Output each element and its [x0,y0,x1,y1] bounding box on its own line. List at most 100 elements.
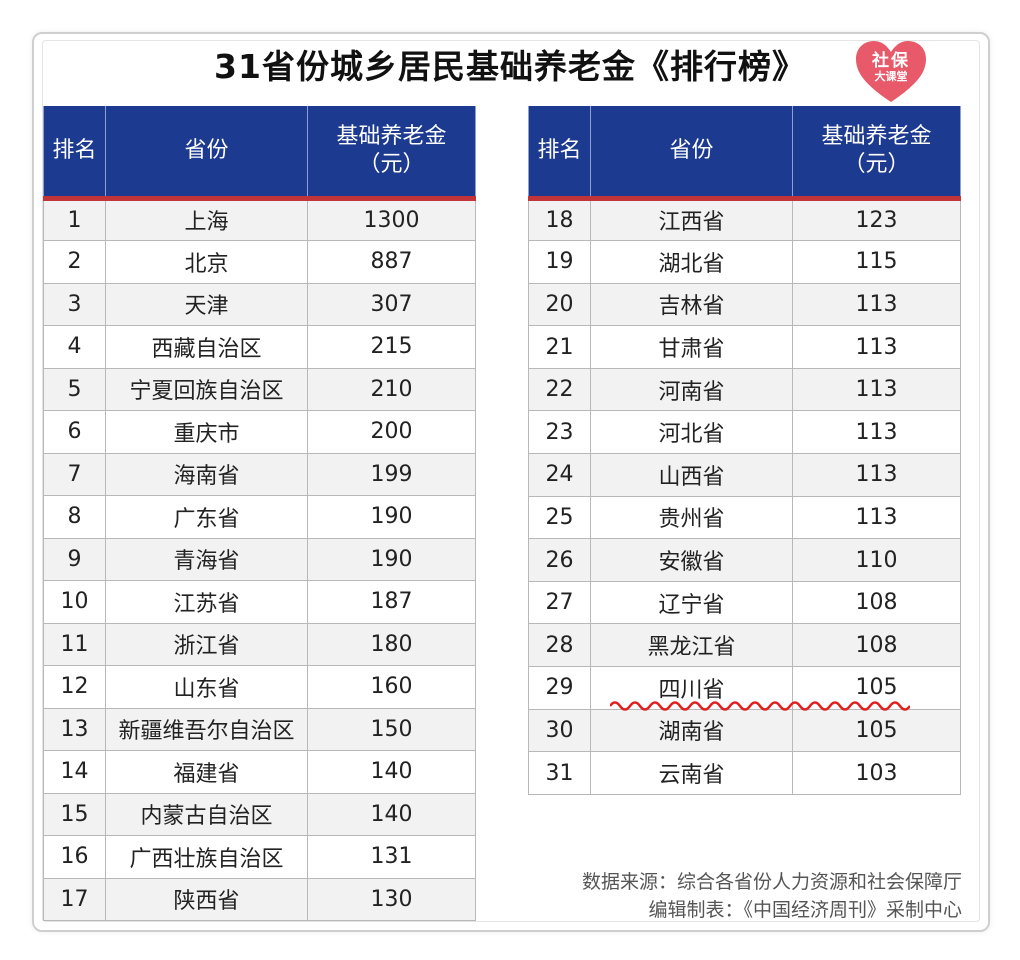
amount-cell: 105 [792,708,961,753]
province-cell: 山东省 [105,665,308,709]
rank-cell: 4 [43,325,106,369]
amount-cell: 1300 [307,197,476,241]
rank-cell: 7 [43,452,106,496]
province-cell: 海南省 [105,452,308,496]
province-cell: 吉林省 [590,282,793,327]
rank-cell: 27 [528,580,591,625]
province-cell: 浙江省 [105,622,308,666]
province-cell: 黑龙江省 [590,623,793,668]
amount-cell: 200 [307,410,476,454]
amount-cell: 140 [307,750,476,794]
page-title: 31省份城乡居民基础养老金《排行榜》 [214,47,806,86]
table-row: 11 浙江省 180 [43,622,476,666]
rank-cell: 12 [43,665,106,709]
ranking-table-left: 排名 省份 基础养老金 （元） 1 上海 1300 2 北京 887 3 天津 307 4 西藏自治区… [43,106,476,921]
table-row: 19 湖北省 115 [528,240,961,284]
rank-cell: 1 [43,197,106,241]
province-cell: 河北省 [590,410,793,455]
table-row: 24 山西省 113 [528,453,961,497]
amount-cell: 307 [307,282,476,326]
table-row: 26 安徽省 110 [528,538,961,582]
rank-cell: 3 [43,282,106,326]
logo-text-sub: 大课堂 [874,70,908,83]
amount-cell: 215 [307,325,476,369]
header-rank: 排名 [43,106,106,201]
province-cell: 云南省 [590,751,793,795]
amount-cell: 113 [792,282,961,327]
rank-cell: 6 [43,410,106,454]
source-line-1: 数据来源：综合各省份人力资源和社会保障厅 [581,871,962,893]
rank-cell: 11 [43,622,106,666]
amount-cell: 113 [792,325,961,369]
province-cell: 江苏省 [105,580,308,624]
rank-cell: 26 [528,538,591,582]
amount-cell: 113 [792,453,961,497]
rank-cell: 16 [43,835,106,879]
table-row: 18 江西省 123 [528,197,961,242]
rank-cell: 31 [528,751,591,795]
rank-cell: 5 [43,367,106,411]
table-row: 31 云南省 103 [528,751,961,795]
table-row: 9 青海省 190 [43,537,476,581]
rank-cell: 13 [43,707,106,751]
amount-cell: 131 [307,835,476,879]
rank-cell: 29 [528,666,591,710]
amount-cell: 150 [307,707,476,751]
amount-cell: 130 [307,877,476,921]
province-cell: 辽宁省 [590,580,793,625]
card-inner-border [42,40,980,922]
province-cell: 陕西省 [105,877,308,921]
amount-cell: 140 [307,792,476,836]
amount-cell: 187 [307,580,476,624]
table-row: 22 河南省 113 [528,367,961,412]
table-row: 5 宁夏回族自治区 210 [43,367,476,411]
rank-cell: 30 [528,708,591,753]
data-source-note: 数据来源：综合各省份人力资源和社会保障厅 编辑制表：《中国经济周刊》采制中心 [582,868,962,924]
table-row: 20 吉林省 113 [528,282,961,327]
ranking-table-right: 排名 省份 基础养老金 （元） 18 江西省 123 19 湖北省 115 20 吉林省 113 2… [528,106,961,795]
rank-cell: 25 [528,495,591,540]
province-cell: 河南省 [590,367,793,412]
table-row: 3 天津 307 [43,282,476,326]
header-amount-line2: （元） [358,151,425,177]
province-cell: 湖北省 [590,240,793,284]
header-amount-line2: （元） [843,151,910,177]
rank-cell: 2 [43,240,106,284]
province-cell: 广东省 [105,495,308,539]
highlight-wavy-underline [610,701,910,711]
rank-cell: 20 [528,282,591,327]
amount-cell: 190 [307,495,476,539]
amount-cell: 113 [792,410,961,455]
table-row: 15 内蒙古自治区 140 [43,792,476,836]
table-header-row: 排名 省份 基础养老金 （元） [528,106,961,201]
amount-cell: 103 [792,751,961,795]
shebao-logo: 社保 大课堂 [854,40,928,104]
amount-cell: 108 [792,623,961,668]
header-amount-line1: 基础养老金 [336,123,447,149]
rank-cell: 14 [43,750,106,794]
amount-cell: 113 [792,495,961,540]
province-cell: 广西壮族自治区 [105,835,308,879]
province-cell: 福建省 [105,750,308,794]
table-row: 6 重庆市 200 [43,410,476,454]
heart-icon [856,41,926,102]
province-cell: 甘肃省 [590,325,793,369]
source-line-2: 编辑制表：《中国经济周刊》采制中心 [648,899,962,921]
table-row: 8 广东省 190 [43,495,476,539]
amount-cell: 190 [307,537,476,581]
rank-cell: 17 [43,877,106,921]
amount-cell: 110 [792,538,961,582]
amount-cell: 180 [307,622,476,666]
table-row: 4 西藏自治区 215 [43,325,476,369]
table-row: 2 北京 887 [43,240,476,284]
table-header-row: 排名 省份 基础养老金 （元） [43,106,476,201]
province-cell: 江西省 [590,197,793,242]
table-row: 14 福建省 140 [43,750,476,794]
rank-cell: 18 [528,197,591,242]
table-row: 10 江苏省 187 [43,580,476,624]
province-cell: 宁夏回族自治区 [105,367,308,411]
header-amount: 基础养老金 （元） [792,106,961,201]
table-row: 28 黑龙江省 108 [528,623,961,668]
rank-cell: 23 [528,410,591,455]
rank-cell: 28 [528,623,591,668]
